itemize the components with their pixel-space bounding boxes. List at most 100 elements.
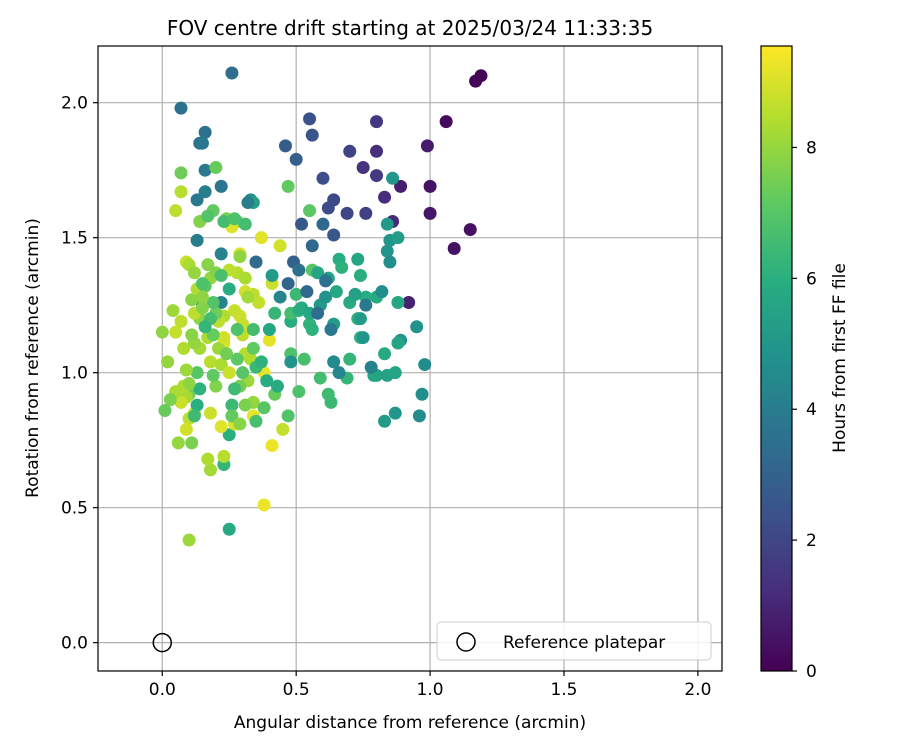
data-point [321, 201, 335, 215]
colorbar: 0 2 4 6 8 Hours from first FF file [760, 45, 850, 682]
data-point [265, 439, 279, 453]
data-point [378, 347, 392, 361]
data-point [359, 298, 373, 312]
legend-entry-reference-platepar: Reference platepar [503, 633, 665, 653]
data-point [190, 193, 204, 207]
data-point [394, 179, 408, 193]
chart-title: FOV centre drift starting at 2025/03/24 … [167, 16, 653, 40]
data-point [230, 352, 244, 366]
legend-reference-marker [456, 632, 476, 652]
data-point [198, 125, 212, 139]
data-point [254, 355, 268, 369]
data-point [169, 325, 183, 339]
data-point [289, 152, 303, 166]
y-tick-label: 0.5 [61, 499, 88, 519]
data-point [364, 360, 378, 374]
data-point [311, 266, 325, 280]
data-point [238, 217, 252, 231]
data-point [222, 282, 236, 296]
data-point [249, 255, 263, 269]
data-point [420, 139, 434, 153]
data-point [380, 244, 394, 258]
legend: Reference platepar [436, 621, 712, 661]
data-point [276, 422, 290, 436]
data-point [273, 239, 287, 253]
data-point [166, 304, 180, 318]
data-point [187, 409, 201, 423]
data-point [220, 347, 234, 361]
colorbar-tick-label: 6 [806, 269, 817, 289]
data-point [260, 374, 274, 388]
data-point [203, 406, 217, 420]
data-point [410, 320, 424, 334]
data-point [268, 306, 282, 320]
data-point [305, 128, 319, 142]
y-tick-label: 0.0 [61, 634, 88, 654]
data-point [246, 341, 260, 355]
data-point [193, 382, 207, 396]
data-point [316, 217, 330, 231]
data-point [329, 285, 343, 299]
data-point [316, 171, 330, 185]
data-point [281, 179, 295, 193]
data-point [383, 255, 397, 269]
data-point [380, 217, 394, 231]
data-point [185, 293, 199, 307]
data-point [163, 393, 177, 407]
y-tick-label: 2.0 [61, 94, 88, 114]
data-point [169, 204, 183, 218]
data-point [206, 368, 220, 382]
data-point [174, 395, 188, 409]
data-point [305, 239, 319, 253]
data-point [222, 428, 236, 442]
data-point [388, 406, 402, 420]
colorbar-gradient [761, 46, 792, 671]
x-axis-ticks: 0.0 0.5 1.0 1.5 2.0 [149, 671, 711, 700]
data-point [238, 398, 252, 412]
colorbar-ticks: 0 2 4 6 8 [792, 138, 817, 682]
data-point [284, 355, 298, 369]
data-point [378, 414, 392, 428]
data-point [332, 366, 346, 380]
data-point [214, 420, 228, 434]
data-point [353, 268, 367, 282]
data-point [303, 112, 317, 126]
y-axis-ticks: 0.0 0.5 1.0 1.5 2.0 [61, 94, 98, 654]
data-point [195, 277, 209, 291]
data-point [324, 322, 338, 336]
data-point [447, 241, 461, 255]
data-point [265, 268, 279, 282]
data-point [327, 228, 341, 242]
data-point [214, 268, 228, 282]
data-point [356, 331, 370, 345]
data-point [241, 196, 255, 210]
data-point [423, 179, 437, 193]
data-point [203, 463, 217, 477]
data-point [321, 387, 335, 401]
x-tick-label: 1.5 [550, 680, 577, 700]
data-point [198, 163, 212, 177]
data-point [182, 376, 196, 390]
data-point [190, 233, 204, 247]
colorbar-label: Hours from first FF file [830, 263, 850, 453]
data-point [214, 179, 228, 193]
data-point [292, 263, 306, 277]
colorbar-tick-label: 4 [806, 400, 817, 420]
x-tick-label: 0.5 [283, 680, 310, 700]
x-tick-label: 1.0 [417, 680, 444, 700]
data-point [343, 144, 357, 158]
data-point [305, 322, 319, 336]
y-tick-label: 1.0 [61, 364, 88, 384]
data-point [214, 358, 228, 372]
data-point [209, 379, 223, 393]
data-point [439, 115, 453, 129]
data-point [249, 414, 263, 428]
data-point [370, 115, 384, 129]
data-point [262, 333, 276, 347]
data-point [415, 387, 429, 401]
data-point [222, 366, 236, 380]
data-point [225, 66, 239, 80]
y-tick-label: 1.5 [61, 229, 88, 249]
data-point [319, 290, 333, 304]
